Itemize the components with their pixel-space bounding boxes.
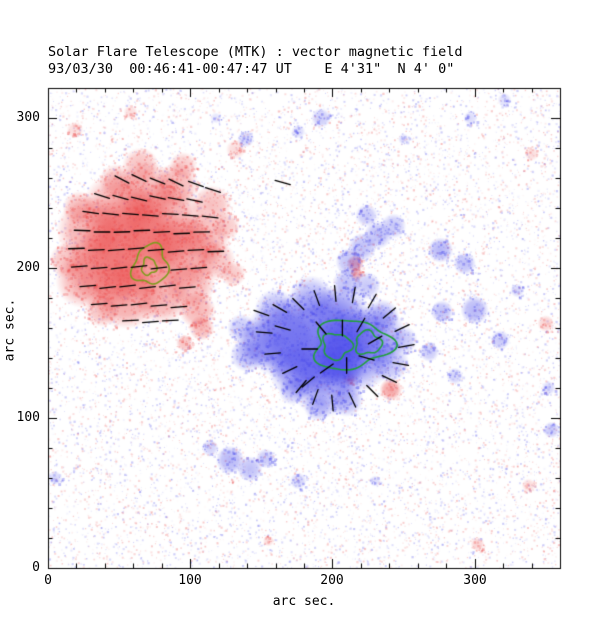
x-tick-label-0: 0 <box>44 573 52 588</box>
chart-subtitle: 93/03/30 00:46:41-00:47:47 UT E 4'31" N … <box>48 61 455 77</box>
y-tick-label-0: 0 <box>32 560 40 575</box>
y-axis-label: arc sec. <box>2 298 18 362</box>
x-tick-label-300: 300 <box>463 573 487 588</box>
x-tick-label-200: 200 <box>320 573 344 588</box>
y-tick-label-200: 200 <box>16 260 40 275</box>
x-axis-label: arc sec. <box>272 594 336 609</box>
x-tick-label-100: 100 <box>178 573 202 588</box>
chart-title: Solar Flare Telescope (MTK) : vector mag… <box>48 44 463 60</box>
y-tick-label-100: 100 <box>16 410 40 425</box>
y-tick-label-300: 300 <box>16 110 40 125</box>
